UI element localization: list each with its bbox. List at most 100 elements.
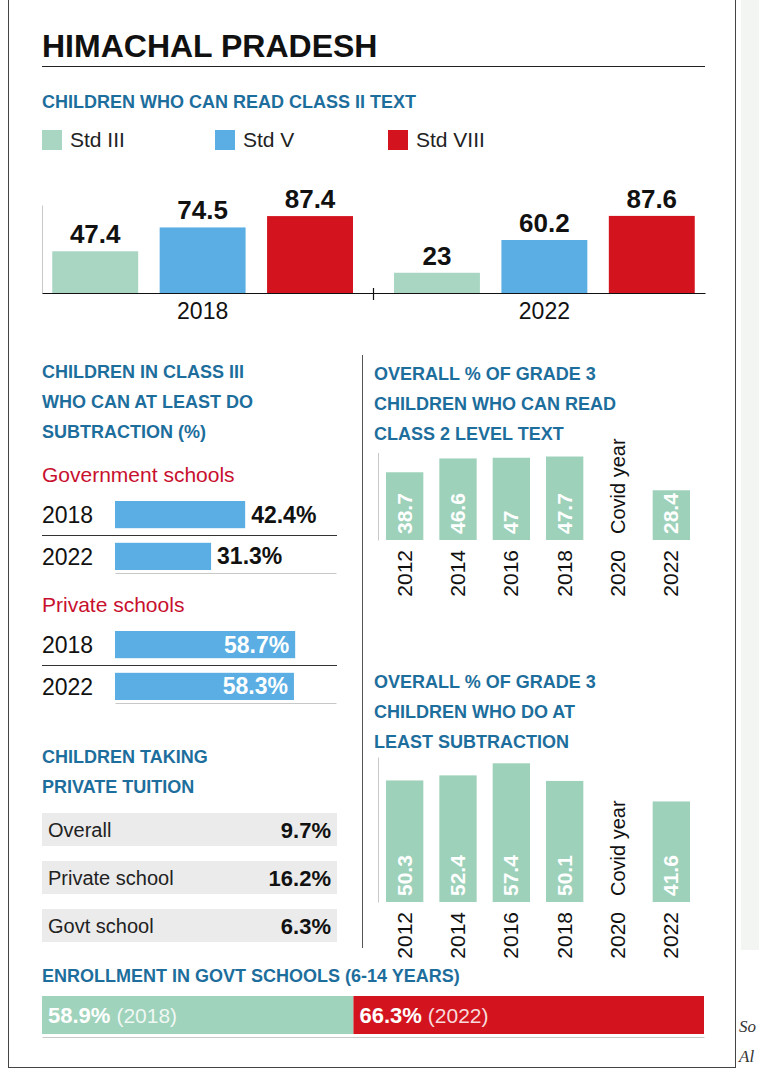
tick-label: 2018 [42, 502, 93, 528]
series-name: (2022) [428, 1004, 489, 1027]
data-label: 52.4 [446, 855, 469, 896]
chart-reading: CHILDREN WHO CAN READ CLASS II TEXT Std I… [42, 92, 706, 324]
row-label: Overall [48, 819, 111, 841]
tick-label: 2018 [553, 912, 576, 959]
table-row: Govt school6.3% [42, 909, 337, 942]
bar [115, 673, 294, 700]
tick: 2018 [553, 912, 576, 959]
bars [386, 457, 690, 540]
value-label: 58.9% [48, 1003, 110, 1028]
data-label: 58.3% [223, 673, 288, 699]
bar [160, 227, 246, 293]
bar [115, 501, 245, 528]
title-line: OVERALL % OF GRADE 3 [374, 672, 601, 692]
chart-title: CHILDREN WHO CAN READ CLASS II TEXT [42, 92, 416, 112]
legend-label: Std VIII [416, 128, 485, 151]
row-separator [42, 535, 337, 536]
tick: 2022 [519, 298, 570, 324]
data-label: 58.7% [224, 632, 289, 658]
bar [493, 458, 530, 540]
bar [115, 631, 295, 658]
axis-line [378, 758, 379, 903]
axis-line [43, 1037, 705, 1038]
title-line: CHILDREN WHO DO AT [374, 702, 580, 722]
chart-grade3: OVERALL % OF GRADE 3 CHILDREN WHO DO AT … [374, 672, 690, 959]
title-line: CHILDREN TAKING [42, 747, 213, 767]
table-row: Overall9.7% [42, 813, 337, 846]
axis-line [116, 573, 337, 574]
data-label: 47.4 [70, 219, 121, 249]
bar-segment [42, 996, 353, 1034]
legend-label: Std III [70, 128, 125, 151]
x-axis: 201220142016201820202022 [393, 550, 683, 597]
legend-swatch [215, 130, 235, 150]
title-line: WHO CAN AT LEAST DO [42, 392, 258, 412]
data-label: 31.3% [217, 543, 282, 569]
data-label: 41.6 [659, 855, 682, 896]
tick-label: 2022 [519, 298, 570, 324]
bar [653, 801, 690, 902]
y-axis [378, 453, 379, 541]
x-axis [116, 703, 337, 704]
data-label: 42.4% [251, 502, 316, 528]
side-strip [741, 0, 759, 950]
title: OVERALL % OF GRADE 3 CHILDREN WHO DO AT … [374, 672, 601, 752]
chart-subtraction-school: CHILDREN IN CLASS III WHO CAN AT LEAST D… [42, 362, 337, 574]
tick: 2018 [42, 502, 93, 528]
tick-label: 2022 [659, 550, 682, 597]
main-title: HIMACHAL PRADESH [42, 28, 377, 64]
tick: 2016 [499, 550, 522, 597]
data-label: 28.4 [659, 493, 682, 534]
row-value: 16.2% [269, 866, 331, 891]
tick-label: 2014 [446, 550, 469, 597]
subtitle: Government schools [42, 463, 235, 486]
tick-label: 2014 [446, 912, 469, 959]
x-axis [116, 573, 337, 574]
data-labels: 47.42374.560.287.487.6 [70, 184, 677, 271]
legend: Std III Std V Std VIII [42, 128, 485, 151]
chart-grade3: OVERALL % OF GRADE 3 CHILDREN WHO CAN RE… [374, 364, 690, 597]
title-rule [42, 66, 705, 67]
title-line: SUBTRACTION (%) [42, 422, 206, 442]
group-separator [373, 288, 374, 300]
data-label: 87.6 [626, 184, 677, 214]
tick: 2022 [42, 544, 93, 570]
title: CHILDREN IN CLASS III WHO CAN AT LEAST D… [42, 362, 258, 442]
data-labels: 58.9%(2018)66.3%(2022) [48, 1003, 489, 1028]
tick: 2022 [659, 550, 682, 597]
data-label: 23 [423, 241, 452, 271]
tick: 2022 [42, 674, 93, 700]
tuition-table: CHILDREN TAKING PRIVATE TUITION Overall9.… [42, 747, 337, 942]
tick-label: 2020 [606, 550, 629, 597]
bar [394, 273, 480, 293]
bar [546, 781, 583, 902]
title: CHILDREN TAKING PRIVATE TUITION [42, 747, 213, 797]
data-label: 46.6 [446, 493, 469, 534]
legend-swatch [388, 130, 408, 150]
legend-swatch [42, 130, 62, 150]
frame [9, 0, 736, 1068]
axis-line [378, 453, 379, 541]
legend-item: Std III [42, 128, 125, 151]
data-label: 60.2 [519, 208, 570, 238]
legend-label: Std V [243, 128, 294, 151]
title-line: CHILDREN WHO CAN READ [374, 394, 621, 414]
y-axis: 2018 2022 [42, 502, 93, 570]
row-label: Private school [48, 867, 174, 889]
tick: 2014 [446, 912, 469, 959]
y-axis [378, 758, 379, 903]
series-name: (2018) [116, 1004, 177, 1027]
tick-label: 2022 [42, 544, 93, 570]
tick: 2014 [446, 550, 469, 597]
tick: 2018 [42, 632, 93, 658]
data-label: 87.4 [285, 184, 336, 214]
tick-label: 2018 [553, 550, 576, 597]
annotation: Covid year [607, 800, 629, 896]
tick-label: 2016 [499, 550, 522, 597]
row-label: Govt school [48, 915, 154, 937]
tick: 2012 [393, 912, 416, 959]
infographic: HIMACHAL PRADESH CHILDREN WHO CAN READ CL… [0, 0, 759, 1079]
data-labels: 50.352.457.450.141.6 [393, 855, 683, 896]
bar [439, 458, 476, 540]
chart-title: ENROLLMENT IN GOVT SCHOOLS (6-14 YEARS) [42, 966, 460, 986]
